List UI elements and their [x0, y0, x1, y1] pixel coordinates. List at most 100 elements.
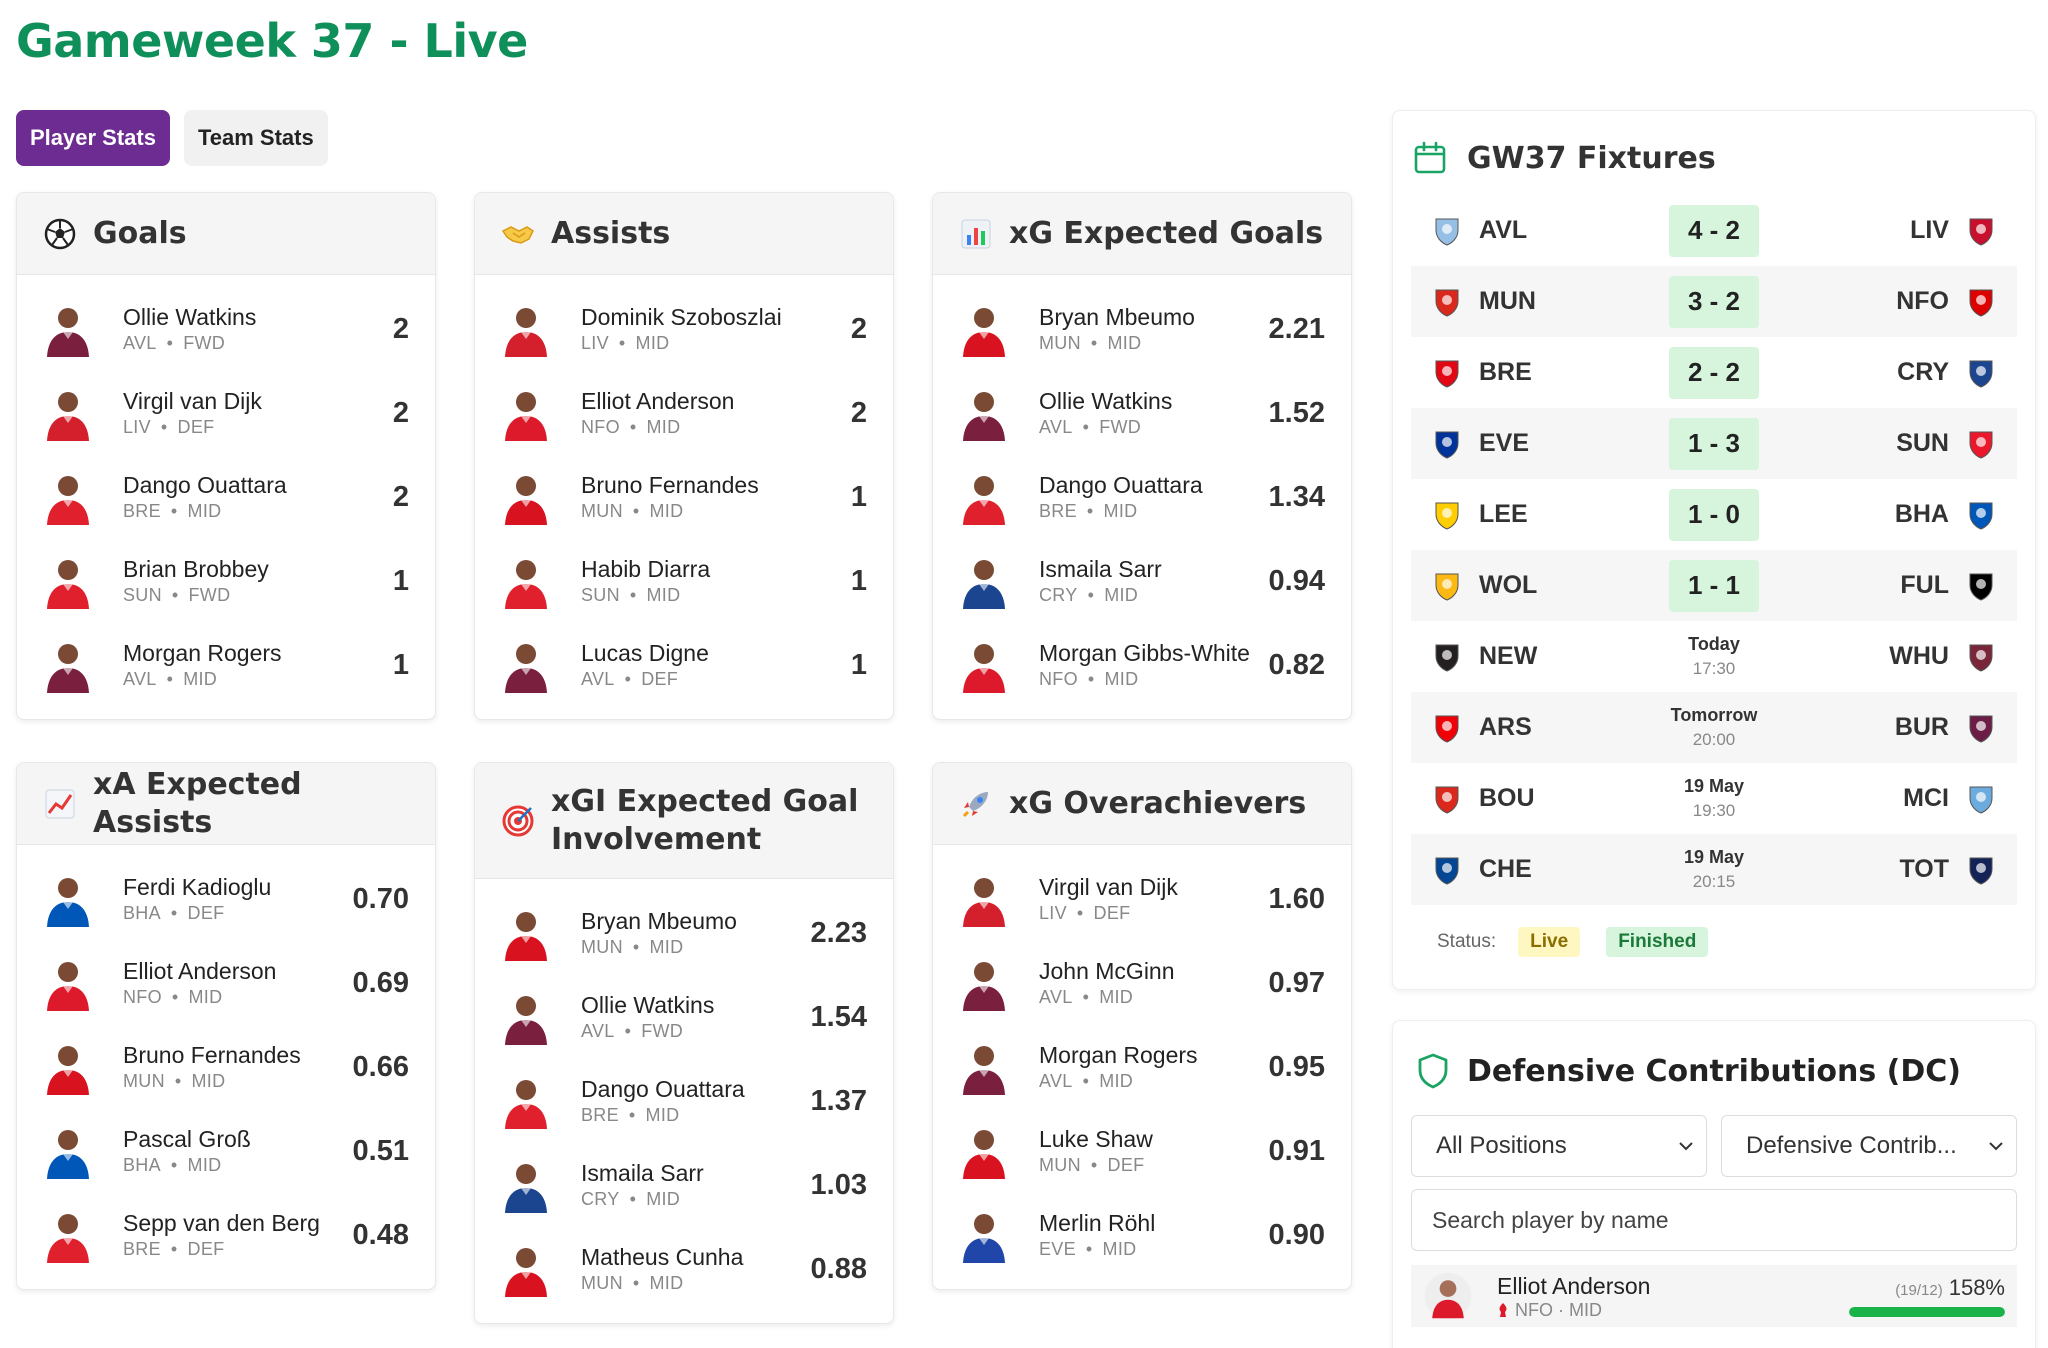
player-row[interactable]: Pascal Groß BHA • MID 0.51 [17, 1109, 435, 1193]
home-crest-icon [1431, 853, 1463, 887]
player-row[interactable]: Luke Shaw MUN • DEF 0.91 [933, 1109, 1351, 1193]
away-crest-icon [1965, 640, 1997, 674]
player-row[interactable]: Dango Ouattara BRE • MID 1.34 [933, 455, 1351, 539]
player-avatar [963, 392, 1005, 441]
player-team: AVL [123, 333, 157, 353]
card-title: xA Expected Assists [93, 766, 302, 840]
player-row[interactable]: Ismaila Sarr CRY • MID 1.03 [475, 1143, 893, 1227]
fixture-row[interactable]: LEE 1 - 0 BHA [1411, 479, 2017, 550]
player-name: Dango Ouattara [1039, 472, 1203, 498]
player-row[interactable]: Ferdi Kadioglu BHA • DEF 0.70 [17, 857, 435, 941]
player-row[interactable]: Bryan Mbeumo MUN • MID 2.23 [475, 891, 893, 975]
fixture-row[interactable]: NEW Today 17:30 WHU [1411, 621, 2017, 692]
card-title: xGI Expected Goal Involvement [551, 783, 859, 857]
player-position: DEF [187, 903, 225, 923]
fixture-row[interactable]: EVE 1 - 3 SUN [1411, 408, 2017, 479]
team-crest-icon [1499, 1302, 1507, 1317]
fixture-time: 20:00 [1692, 730, 1736, 749]
player-row[interactable]: Bruno Fernandes MUN • MID 1 [475, 455, 893, 539]
metric-select[interactable]: Defensive Contrib... [1721, 1115, 2017, 1177]
fixture-time: 17:30 [1692, 659, 1736, 678]
fixture-row[interactable]: MUN 3 - 2 NFO [1411, 266, 2017, 337]
player-row[interactable]: Brian Brobbey SUN • FWD 1 [17, 539, 435, 623]
fixture-row[interactable]: WOL 1 - 1 FUL [1411, 550, 2017, 621]
player-avatar [47, 560, 89, 609]
player-row[interactable]: Morgan Gibbs-White NFO • MID 0.82 [933, 623, 1351, 707]
player-row[interactable]: Dango Ouattara BRE • MID 1.37 [475, 1059, 893, 1143]
position-select[interactable]: All Positions [1411, 1115, 1707, 1177]
player-team: CRY [581, 1189, 620, 1209]
player-position: MID [187, 501, 222, 521]
player-meta: AVL • MID [1039, 1071, 1134, 1091]
player-team: NFO [1039, 669, 1078, 689]
home-crest-icon [1431, 782, 1463, 816]
stat-value: 2 [850, 396, 867, 429]
home-crest-icon [1431, 711, 1463, 745]
player-row[interactable]: Dango Ouattara BRE • MID 2 [17, 455, 435, 539]
player-name: Morgan Gibbs-White [1039, 640, 1250, 666]
player-row[interactable]: Morgan Rogers AVL • MID 0.95 [933, 1025, 1351, 1109]
player-team: BHA [123, 1155, 161, 1175]
player-row[interactable]: Ollie Watkins AVL • FWD 1.52 [933, 371, 1351, 455]
player-row[interactable]: Elliot Anderson NFO • MID 0.69 [17, 941, 435, 1025]
player-row[interactable]: Ollie Watkins AVL • FWD 1.54 [475, 975, 893, 1059]
player-meta: MUN • MID [581, 937, 684, 957]
player-row[interactable]: Dominik Szoboszlai LIV • MID 2 [475, 287, 893, 371]
player-position: DEF [187, 1239, 225, 1259]
player-meta: BRE • MID [581, 1105, 680, 1125]
player-row[interactable]: Elliot Anderson NFO • MID 2 [475, 371, 893, 455]
fixture-row[interactable]: AVL 4 - 2 LIV [1411, 195, 2017, 266]
player-avatar [1424, 1272, 1472, 1320]
player-row[interactable]: Lucas Digne AVL • DEF 1 [475, 623, 893, 707]
player-position: MID [1103, 501, 1138, 521]
player-name: Ollie Watkins [581, 992, 715, 1018]
player-team: AVL [1039, 417, 1073, 437]
fixtures-panel: GW37 Fixtures AVL 4 - 2 LIV MUN 3 - 2 NFO BRE 2… [1392, 110, 2036, 990]
player-search-input[interactable]: Search player by name [1411, 1189, 2017, 1251]
dc-player-row[interactable]: Elliot Anderson NFO · MID (19/12) 158% [1411, 1265, 2017, 1327]
player-team: BRE [123, 501, 161, 521]
away-crest-icon [1965, 782, 1997, 816]
player-row[interactable]: Ismaila Sarr CRY • MID 0.94 [933, 539, 1351, 623]
player-position: MID [649, 1273, 684, 1293]
dc-progress-bar [1849, 1307, 2005, 1317]
player-position: MID [191, 1071, 226, 1091]
fixture-row[interactable]: CHE 19 May 20:15 TOT [1411, 834, 2017, 905]
fixture-row[interactable]: BRE 2 - 2 CRY [1411, 337, 2017, 408]
player-row[interactable]: Bruno Fernandes MUN • MID 0.66 [17, 1025, 435, 1109]
player-row[interactable]: Merlin Röhl EVE • MID 0.90 [933, 1193, 1351, 1277]
player-name: Virgil van Dijk [123, 388, 262, 414]
player-row[interactable]: Sepp van den Berg BRE • DEF 0.48 [17, 1193, 435, 1277]
away-team: NFO [1896, 287, 1949, 315]
player-meta: BHA • MID [123, 1155, 222, 1175]
away-team: TOT [1899, 855, 1949, 883]
fixture-row[interactable]: BOU 19 May 19:30 MCI [1411, 763, 2017, 834]
player-meta: SUN • FWD [123, 585, 231, 605]
player-row[interactable]: Morgan Rogers AVL • MID 1 [17, 623, 435, 707]
stat-value: 2 [392, 312, 409, 345]
player-name: Sepp van den Berg [123, 1210, 320, 1236]
tab-team-stats[interactable]: Team Stats [183, 110, 328, 166]
player-meta: NFO • MID [1039, 669, 1139, 689]
player-position: DEF [1107, 1155, 1145, 1175]
player-row[interactable]: Virgil van Dijk LIV • DEF 2 [17, 371, 435, 455]
player-avatar [47, 392, 89, 441]
player-meta: SUN • MID [581, 585, 681, 605]
player-meta: AVL • MID [123, 669, 218, 689]
player-row[interactable]: Bryan Mbeumo MUN • MID 2.21 [933, 287, 1351, 371]
player-team: LIV [123, 417, 151, 437]
player-avatar [963, 308, 1005, 357]
player-position: MID [1104, 585, 1139, 605]
player-row[interactable]: Matheus Cunha MUN • MID 0.88 [475, 1227, 893, 1311]
player-row[interactable]: John McGinn AVL • MID 0.97 [933, 941, 1351, 1025]
fixture-row[interactable]: ARS Tomorrow 20:00 BUR [1411, 692, 2017, 763]
stat-card-xa: xA Expected Assists Ferdi Kadioglu BHA • DEF… [16, 762, 436, 1290]
away-team: CRY [1897, 358, 1949, 386]
player-row[interactable]: Habib Diarra SUN • MID 1 [475, 539, 893, 623]
player-row[interactable]: Ollie Watkins AVL • FWD 2 [17, 287, 435, 371]
player-position: MID [635, 333, 670, 353]
tab-player-stats[interactable]: Player Stats [16, 110, 170, 166]
player-avatar [505, 1164, 547, 1213]
player-row[interactable]: Virgil van Dijk LIV • DEF 1.60 [933, 857, 1351, 941]
player-team: AVL [581, 1021, 615, 1041]
